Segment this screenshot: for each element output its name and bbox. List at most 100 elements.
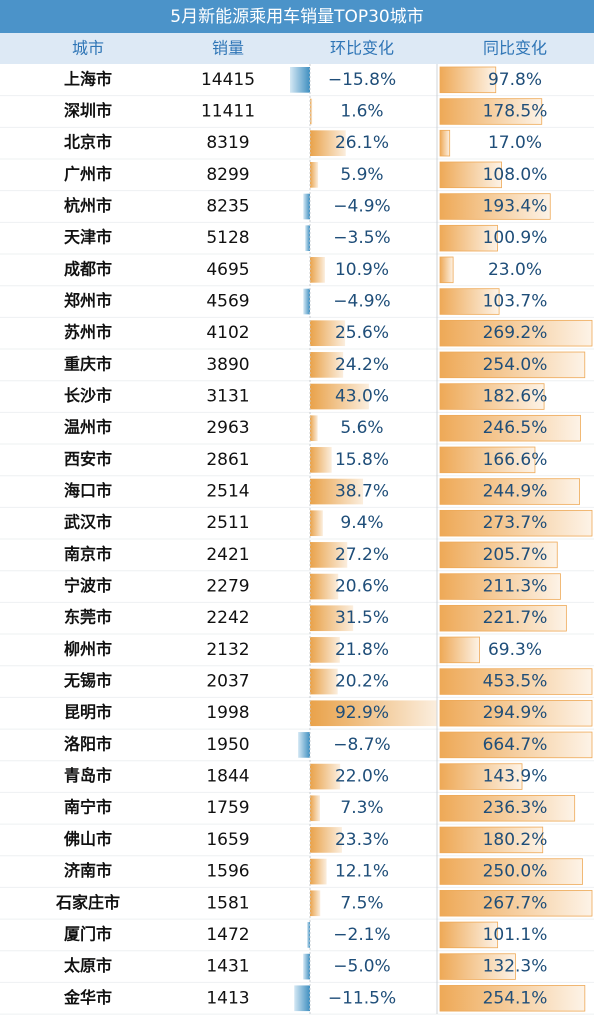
- yoy-change: 269.2%: [483, 323, 548, 343]
- city: 海口市: [64, 481, 112, 500]
- yoy-change: 132.3%: [483, 957, 548, 977]
- yoy-bar: [439, 288, 500, 315]
- sales: 3890: [206, 355, 249, 375]
- yoy-bar: [439, 224, 498, 252]
- mom-bar: [310, 162, 319, 188]
- yoy-bar: [439, 858, 583, 885]
- sales: 2861: [206, 450, 249, 470]
- mom-bar: [310, 573, 339, 600]
- mom-change: 5.6%: [340, 418, 383, 438]
- mom-change: 12.1%: [335, 862, 389, 882]
- city: 重庆市: [64, 354, 112, 373]
- yoy-change: 205.7%: [483, 545, 548, 565]
- title: 5月新能源乘用车销量TOP30城市: [170, 7, 423, 27]
- mom-change: 43.0%: [335, 387, 389, 407]
- city: 天津市: [64, 228, 112, 247]
- mom-change: −4.9%: [333, 292, 390, 312]
- city: 石家庄市: [55, 893, 120, 912]
- sales: 4569: [206, 292, 249, 312]
- yoy-bar: [439, 446, 536, 474]
- sales: 2132: [206, 640, 249, 660]
- mom-change: −11.5%: [328, 988, 396, 1008]
- mom-change: −4.9%: [333, 197, 390, 217]
- yoy-bar: [439, 826, 544, 854]
- mom-bar: [310, 858, 327, 885]
- yoy-change: 182.6%: [483, 387, 548, 407]
- yoy-change: 178.5%: [483, 102, 548, 122]
- mom-bar: [310, 98, 313, 125]
- yoy-change: 267.7%: [483, 893, 548, 913]
- sales: 11411: [201, 102, 255, 122]
- yoy-change: 69.3%: [488, 640, 542, 660]
- yoy-bar: [439, 319, 593, 347]
- mom-change: 20.6%: [335, 577, 389, 597]
- yoy-bar: [439, 256, 454, 284]
- header-cell: 销量: [212, 39, 244, 58]
- mom-change: 31.5%: [335, 608, 389, 628]
- sales: 14415: [201, 70, 255, 90]
- city: 宁波市: [64, 576, 112, 595]
- header-cell: 同比变化: [483, 39, 547, 58]
- city: 厦门市: [64, 924, 112, 943]
- city: 广州市: [64, 164, 112, 183]
- yoy-change: 294.9%: [483, 703, 548, 723]
- city: 温州市: [63, 418, 112, 437]
- city: 青岛市: [64, 766, 112, 785]
- city: 南宁市: [64, 798, 112, 817]
- mom-bar: [307, 922, 310, 948]
- mom-bar: [294, 985, 310, 1012]
- city: 洛阳市: [64, 734, 112, 753]
- yoy-bar: [439, 351, 586, 379]
- city: 西安市: [64, 449, 112, 468]
- yoy-change: 23.0%: [488, 260, 542, 280]
- yoy-bar: [439, 763, 523, 790]
- sales: 1431: [206, 957, 249, 977]
- city: 无锡市: [63, 671, 112, 690]
- mom-bar: [303, 953, 310, 980]
- mom-bar: [303, 288, 310, 315]
- city: 昆明市: [64, 703, 112, 722]
- yoy-bar: [439, 953, 516, 980]
- mom-change: 10.9%: [335, 260, 389, 280]
- yoy-bar: [439, 541, 558, 569]
- sales: 2242: [206, 608, 249, 628]
- yoy-bar: [439, 700, 593, 727]
- sales: 2279: [206, 577, 249, 597]
- mom-change: 7.3%: [340, 798, 383, 818]
- sales: 5128: [206, 228, 249, 248]
- mom-bar: [310, 890, 321, 917]
- mom-bar: [310, 478, 364, 505]
- yoy-bar: [439, 383, 545, 410]
- header-cell: 环比变化: [330, 39, 394, 58]
- sales: 1759: [206, 798, 249, 818]
- mom-bar: [310, 700, 437, 727]
- city: 金华市: [63, 988, 112, 1007]
- city: 成都市: [64, 259, 112, 278]
- header-cell: 城市: [72, 39, 104, 58]
- yoy-bar: [439, 604, 567, 632]
- yoy-change: 17.0%: [488, 133, 542, 153]
- sales: 1844: [206, 767, 249, 787]
- city: 上海市: [64, 69, 112, 88]
- yoy-bar: [439, 414, 581, 442]
- yoy-bar: [439, 129, 451, 157]
- city: 佛山市: [63, 829, 112, 848]
- mom-change: −15.8%: [328, 70, 396, 90]
- yoy-bar: [439, 193, 551, 220]
- mom-change: −2.1%: [333, 925, 390, 945]
- sales: 8299: [206, 165, 249, 185]
- yoy-change: 103.7%: [483, 292, 548, 312]
- yoy-bar: [439, 573, 561, 600]
- yoy-change: 193.4%: [483, 197, 548, 217]
- mom-change: 21.8%: [335, 640, 389, 660]
- yoy-bar: [439, 890, 593, 917]
- mom-change: −8.7%: [333, 735, 390, 755]
- sales: 4102: [206, 323, 249, 343]
- yoy-change: 143.9%: [483, 767, 548, 787]
- mom-change: 25.6%: [335, 323, 389, 343]
- city: 南京市: [64, 544, 112, 563]
- sales: 2963: [206, 418, 249, 438]
- sales: 4695: [206, 260, 249, 280]
- mom-change: 92.9%: [335, 703, 389, 723]
